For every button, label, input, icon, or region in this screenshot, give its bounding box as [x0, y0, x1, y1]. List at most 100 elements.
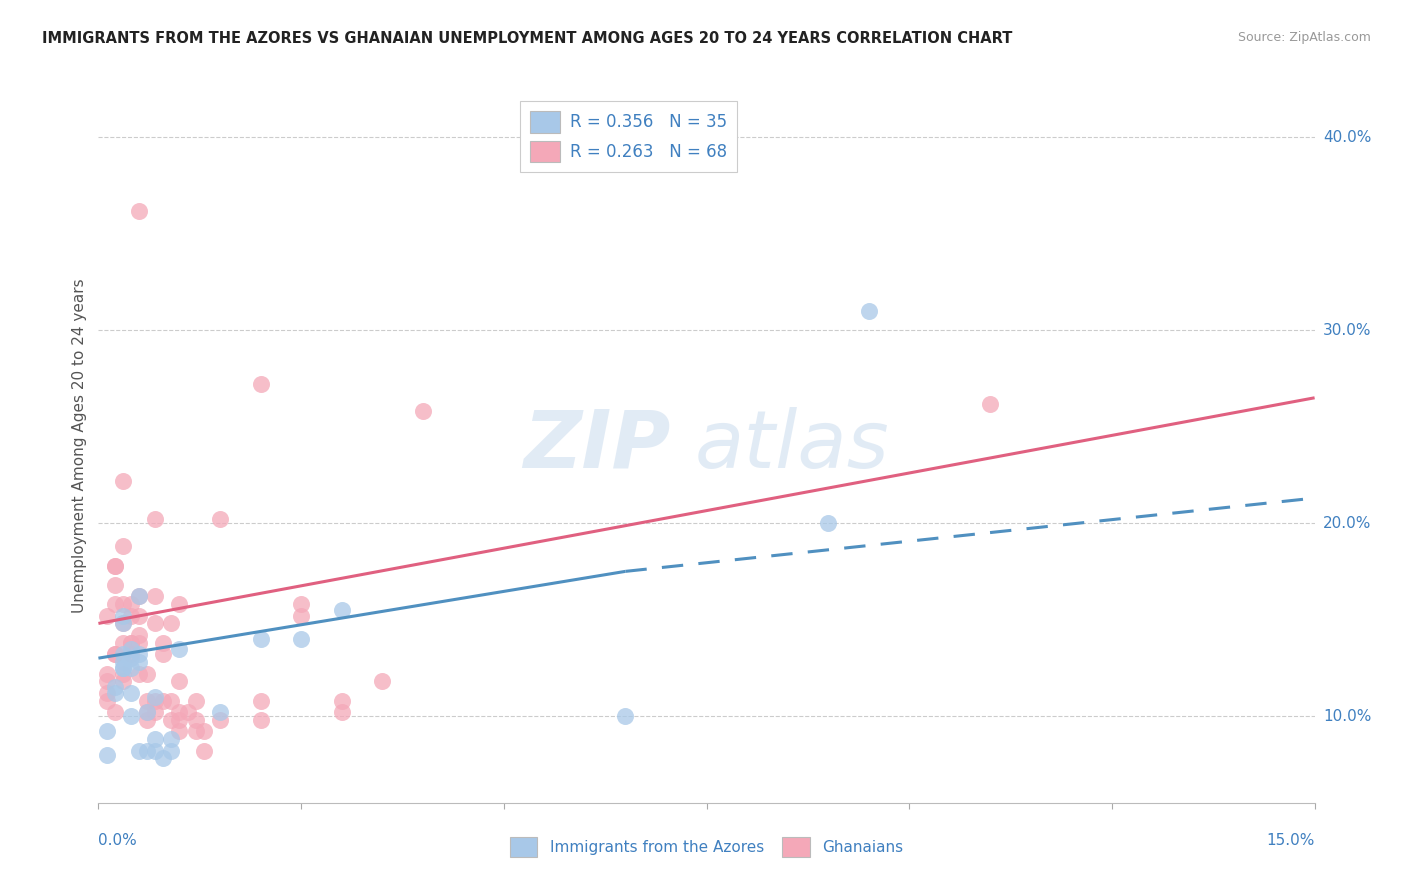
Point: [136, 666, 159, 681]
Point: [96, 666, 118, 681]
Point: [143, 690, 166, 704]
Point: [169, 705, 191, 719]
Point: [136, 693, 159, 707]
Point: [184, 713, 207, 727]
Point: [160, 713, 183, 727]
Text: 10.0%: 10.0%: [1323, 708, 1371, 723]
Point: [120, 709, 142, 723]
Point: [143, 705, 166, 719]
Text: 30.0%: 30.0%: [1323, 323, 1371, 338]
Point: [176, 705, 198, 719]
Point: [111, 474, 134, 488]
Point: [136, 713, 159, 727]
Point: [817, 516, 839, 530]
Point: [104, 558, 127, 573]
Y-axis label: Unemployment Among Ages 20 to 24 years: Unemployment Among Ages 20 to 24 years: [72, 278, 87, 614]
Point: [330, 693, 353, 707]
Point: [193, 724, 215, 739]
Point: [184, 693, 207, 707]
Point: [120, 608, 142, 623]
Point: [160, 616, 183, 631]
Point: [371, 674, 394, 689]
Point: [111, 674, 134, 689]
Point: [136, 705, 159, 719]
Text: 0.0%: 0.0%: [98, 833, 138, 848]
Point: [104, 680, 127, 694]
Text: ZIP: ZIP: [523, 407, 671, 485]
Point: [111, 608, 134, 623]
Point: [111, 636, 134, 650]
Point: [169, 674, 191, 689]
Point: [111, 616, 134, 631]
Point: [614, 709, 637, 723]
Point: [160, 732, 183, 747]
Point: [143, 744, 166, 758]
Point: [249, 377, 271, 392]
Point: [330, 603, 353, 617]
Point: [111, 661, 134, 675]
Point: [120, 636, 142, 650]
Point: [111, 539, 134, 553]
Point: [96, 608, 118, 623]
Point: [111, 616, 134, 631]
Text: 20.0%: 20.0%: [1323, 516, 1371, 531]
Point: [290, 597, 312, 611]
Point: [160, 744, 183, 758]
Point: [143, 616, 166, 631]
Point: [120, 651, 142, 665]
Text: 15.0%: 15.0%: [1267, 833, 1315, 848]
Point: [979, 396, 1001, 410]
Point: [128, 636, 150, 650]
Point: [152, 648, 174, 662]
Point: [412, 404, 434, 418]
Point: [249, 713, 271, 727]
Point: [104, 597, 127, 611]
Point: [193, 744, 215, 758]
Point: [330, 705, 353, 719]
Point: [169, 724, 191, 739]
Point: [169, 597, 191, 611]
Point: [858, 304, 880, 318]
Point: [120, 661, 142, 675]
Point: [152, 636, 174, 650]
Point: [104, 705, 127, 719]
Point: [128, 744, 150, 758]
Point: [143, 732, 166, 747]
Point: [169, 641, 191, 656]
Point: [128, 608, 150, 623]
Point: [290, 608, 312, 623]
Point: [128, 590, 150, 604]
Point: [128, 648, 150, 662]
Point: [152, 693, 174, 707]
Point: [111, 666, 134, 681]
Text: 40.0%: 40.0%: [1323, 130, 1371, 145]
Point: [290, 632, 312, 646]
Point: [120, 648, 142, 662]
Point: [111, 661, 134, 675]
Point: [96, 747, 118, 762]
Point: [120, 641, 142, 656]
Point: [96, 693, 118, 707]
Text: Source: ZipAtlas.com: Source: ZipAtlas.com: [1237, 31, 1371, 45]
Point: [128, 590, 150, 604]
Point: [128, 666, 150, 681]
Point: [209, 705, 232, 719]
Point: [249, 693, 271, 707]
Point: [209, 512, 232, 526]
Point: [104, 648, 127, 662]
Point: [96, 686, 118, 700]
Point: [111, 655, 134, 669]
Point: [111, 597, 134, 611]
Point: [160, 693, 183, 707]
Point: [128, 655, 150, 669]
Point: [209, 713, 232, 727]
Point: [184, 724, 207, 739]
Point: [128, 628, 150, 642]
Point: [136, 744, 159, 758]
Point: [104, 686, 127, 700]
Point: [152, 751, 174, 765]
Point: [143, 512, 166, 526]
Point: [128, 203, 150, 218]
Point: [104, 558, 127, 573]
Point: [169, 713, 191, 727]
